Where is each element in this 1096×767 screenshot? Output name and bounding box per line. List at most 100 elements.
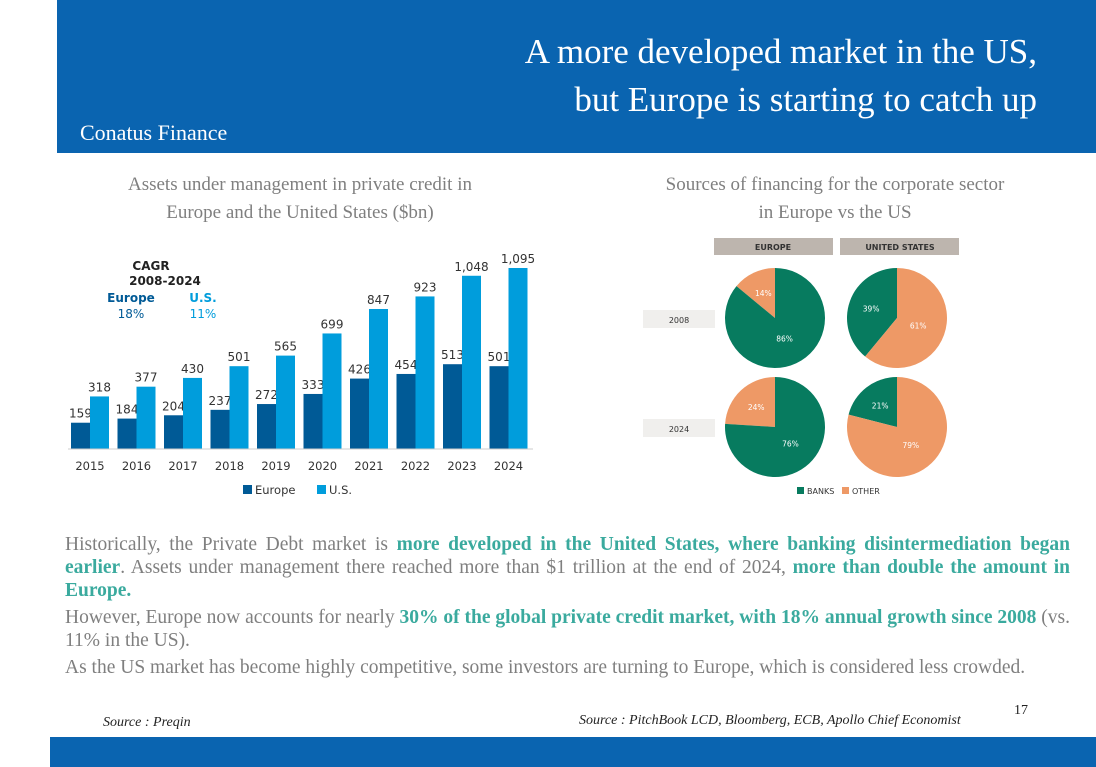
highlight: more developed in the United States, whe… <box>65 534 1070 578</box>
bar-europe-2020 <box>303 393 323 449</box>
slide-title: A more developed market in the US, but Eu… <box>525 28 1037 124</box>
data-label: 501 <box>228 350 251 364</box>
data-label: 699 <box>321 317 344 331</box>
bar-us-2024 <box>508 268 528 449</box>
row-header-label: 2008 <box>669 316 689 325</box>
title-line: but Europe is starting to catch up <box>574 80 1037 119</box>
title-line: Europe and the United States ($bn) <box>166 202 434 223</box>
bar-europe-2022 <box>396 373 416 449</box>
page-number: 17 <box>1014 703 1028 718</box>
legend-swatch-banks <box>797 487 804 494</box>
row-header-2008 <box>643 310 715 328</box>
bar-europe-2024 <box>489 366 509 449</box>
paragraph: However, Europe now accounts for nearly … <box>65 606 1070 652</box>
data-label: 430 <box>181 362 204 376</box>
highlight: 30% of the global private credit market,… <box>399 607 1037 628</box>
column-header-label: UNITED STATES <box>865 243 935 252</box>
legend-label-us: U.S. <box>329 483 352 497</box>
x-tick-label: 2017 <box>168 459 197 473</box>
title-line: Sources of financing for the corporate s… <box>665 174 1005 195</box>
pie-label-banks: 76% <box>782 439 799 448</box>
brand-name: Conatus Finance <box>80 120 228 145</box>
x-tick-label: 2015 <box>75 459 104 473</box>
pie-label-other: 61% <box>910 322 927 331</box>
text: Historically, the Private Debt market is <box>65 534 397 555</box>
paragraph: As the US market has become highly compe… <box>65 656 1070 679</box>
pie-chart-grid: EUROPE UNITED STATES 2008 2024 14% 86% 39%… <box>643 238 959 496</box>
row-header-label: 2024 <box>669 425 689 434</box>
bar-us-2021 <box>369 308 388 449</box>
cagr-us-value: 11% <box>190 307 217 321</box>
pie-slice-banks <box>847 268 897 357</box>
text: (vs. 11% in the US). <box>65 607 1071 651</box>
pie-label-banks: 86% <box>776 334 793 343</box>
cagr-title: CAGR <box>132 259 169 273</box>
body-text: Historically, the Private Debt market is… <box>65 533 1070 683</box>
bar-us-2023 <box>462 275 481 449</box>
bar-chart-title: Assets under management in private credi… <box>70 171 530 227</box>
row-header-2024 <box>643 419 715 437</box>
x-tick-label: 2016 <box>122 459 151 473</box>
x-tick-label: 2024 <box>494 459 523 473</box>
pie-slice-other <box>736 268 775 318</box>
bar-us-2019 <box>276 355 295 449</box>
title-line: A more developed market in the US, <box>524 32 1037 71</box>
pie-chart-title: Sources of financing for the corporate s… <box>600 171 1070 227</box>
bar-europe-2018 <box>210 409 230 449</box>
column-header-label: EUROPE <box>755 243 791 252</box>
cagr-period: 2008-2024 <box>129 274 201 288</box>
text: As the US market has become highly compe… <box>65 657 1026 678</box>
x-tick-label: 2021 <box>354 459 383 473</box>
data-label: 318 <box>88 380 111 394</box>
data-label: 923 <box>414 280 437 294</box>
data-label: 513 <box>441 348 464 362</box>
data-label: 272 <box>255 388 278 402</box>
text: However, Europe now accounts for nearly <box>65 607 400 628</box>
bar-europe-2017 <box>164 415 183 449</box>
data-label: 184 <box>116 403 139 417</box>
data-label: 454 <box>395 358 418 372</box>
highlight: more than double the amount in Europe. <box>65 557 1070 601</box>
source-right: Source : PitchBook LCD, Bloomberg, ECB, … <box>579 713 961 728</box>
data-label: 847 <box>367 293 390 307</box>
legend-swatch-us <box>317 485 326 494</box>
pie-label-other: 79% <box>902 441 919 450</box>
data-label: 159 <box>69 407 92 421</box>
data-label: 1,095 <box>501 252 535 266</box>
bar-us-2017 <box>183 377 202 449</box>
data-label: 237 <box>209 394 232 408</box>
header-bar: A more developed market in the US, but Eu… <box>57 0 1096 153</box>
data-label: 565 <box>274 340 297 354</box>
title-line: in Europe vs the US <box>758 202 912 223</box>
bar-europe-2016 <box>117 418 137 449</box>
pie-slice-banks <box>725 377 825 477</box>
x-tick-label: 2020 <box>308 459 337 473</box>
pie-label-other: 14% <box>755 289 772 298</box>
pie-slice-other <box>725 377 775 427</box>
pie-slice-other <box>865 268 947 368</box>
data-label: 377 <box>135 371 158 385</box>
column-header-us <box>840 238 959 255</box>
column-header-europe <box>714 238 833 255</box>
bar-us-2015 <box>90 396 109 449</box>
x-tick-label: 2018 <box>215 459 244 473</box>
paragraph: Historically, the Private Debt market is… <box>65 533 1070 602</box>
bar-us-2018 <box>229 366 249 449</box>
source-left: Source : Preqin <box>103 715 191 730</box>
pie-label-banks: 39% <box>863 305 880 314</box>
bar-chart: CAGR 2008-2024 Europe 18% U.S. 11% 159 31… <box>68 252 535 497</box>
legend-swatch-europe <box>243 485 252 494</box>
legend-label-banks: BANKS <box>807 487 834 496</box>
pie-slice-banks <box>848 377 897 427</box>
pie-slice-other <box>847 377 947 477</box>
data-label: 333 <box>302 378 325 392</box>
data-label: 1,048 <box>454 260 488 274</box>
pie-label-other: 24% <box>748 403 765 412</box>
data-label: 501 <box>488 350 511 364</box>
legend-swatch-other <box>842 487 849 494</box>
cagr-europe-value: 18% <box>118 307 145 321</box>
data-label: 426 <box>348 363 371 377</box>
x-tick-label: 2023 <box>447 459 476 473</box>
bar-us-2020 <box>322 333 342 449</box>
pie-slice-banks <box>725 268 825 368</box>
